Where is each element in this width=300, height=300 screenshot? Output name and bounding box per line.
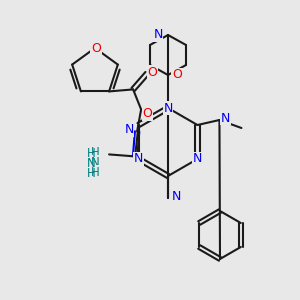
Text: N: N xyxy=(171,190,181,202)
Text: O: O xyxy=(91,41,101,55)
Text: N: N xyxy=(124,123,134,136)
Text: O: O xyxy=(172,68,182,82)
Text: N: N xyxy=(221,112,230,124)
Text: N: N xyxy=(153,28,163,41)
Text: H: H xyxy=(87,147,95,160)
Text: N: N xyxy=(91,156,100,169)
Text: N: N xyxy=(163,101,173,115)
Text: H: H xyxy=(91,146,100,159)
Text: N: N xyxy=(87,157,95,170)
Text: O: O xyxy=(147,66,157,79)
Text: H: H xyxy=(91,166,100,179)
Text: H: H xyxy=(87,167,95,180)
Text: O: O xyxy=(142,107,152,120)
Text: N: N xyxy=(134,152,143,166)
Text: N: N xyxy=(193,152,202,166)
